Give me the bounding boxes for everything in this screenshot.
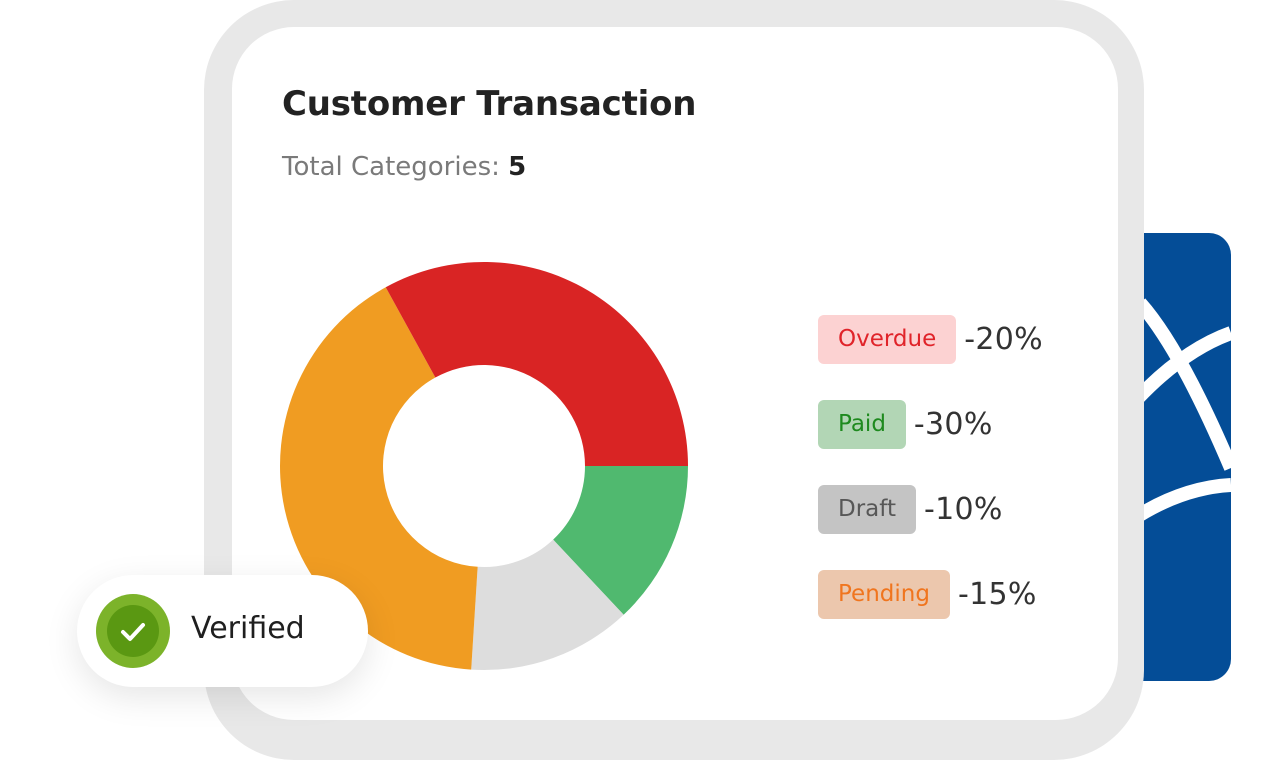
total-categories-label: Total Categories: (282, 152, 500, 182)
legend-item-paid: Paid -30% (818, 400, 1043, 449)
donut-slice-overdue (385, 261, 688, 466)
donut-slice-paid (553, 466, 688, 615)
total-categories-count: 5 (508, 152, 527, 182)
legend-item-draft: Draft -10% (818, 485, 1043, 534)
legend-value-overdue: -20% (964, 322, 1043, 357)
chart-legend: Overdue -20% Paid -30% Draft -10% Pendin… (818, 315, 1043, 655)
legend-value-draft: -10% (923, 492, 1003, 527)
donut-slice-draft (471, 539, 624, 670)
legend-value-paid: -30% (913, 407, 993, 442)
verified-badge: Verified (77, 575, 368, 687)
legend-item-overdue: Overdue -20% (818, 315, 1043, 364)
verified-label: Verified (191, 611, 305, 646)
card-title: Customer Transaction (282, 84, 697, 124)
legend-chip-draft: Draft (818, 485, 916, 534)
legend-chip-pending: Pending (818, 570, 950, 619)
total-categories: Total Categories: 5 (282, 152, 526, 182)
legend-chip-overdue: Overdue (818, 315, 957, 364)
check-icon (96, 594, 170, 668)
legend-item-pending: Pending -15% (818, 570, 1043, 619)
legend-chip-paid: Paid (818, 400, 906, 449)
legend-value-pending: -15% (957, 577, 1037, 612)
donut-slice-pending (279, 287, 478, 670)
donut-chart (279, 261, 688, 670)
